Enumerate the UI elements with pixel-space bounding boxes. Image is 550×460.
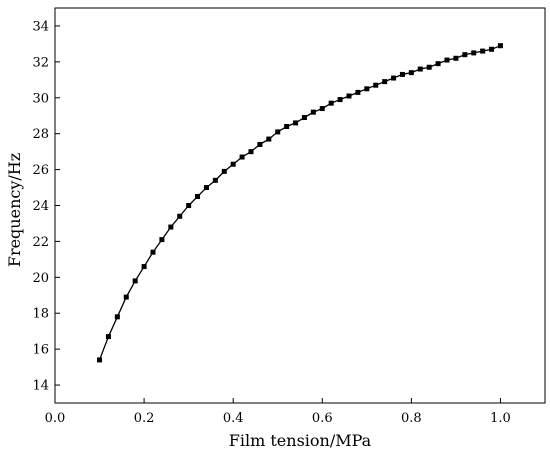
x-axis-label: Film tension/MPa <box>229 431 372 450</box>
x-tick-label: 0.2 <box>134 411 155 426</box>
data-point <box>177 213 183 219</box>
data-point <box>391 75 397 81</box>
plot-frame <box>54 7 546 404</box>
data-point <box>230 161 236 167</box>
data-point <box>132 278 138 284</box>
data-point <box>453 55 459 61</box>
x-tick-label: 1.0 <box>490 411 511 426</box>
data-point <box>105 334 111 340</box>
data-point <box>435 61 441 67</box>
data-point <box>417 66 423 72</box>
data-point <box>239 154 245 160</box>
data-point <box>221 168 227 174</box>
y-tick-label: 26 <box>32 163 49 178</box>
data-point <box>346 93 352 99</box>
data-point <box>471 50 477 56</box>
x-tick-label: 0.8 <box>401 411 422 426</box>
data-point <box>497 43 503 49</box>
y-tick-label: 20 <box>32 271 49 286</box>
data-point <box>248 149 254 155</box>
data-point <box>275 129 281 135</box>
y-tick-label: 24 <box>32 199 49 214</box>
data-point <box>328 100 334 106</box>
data-point <box>301 115 307 121</box>
data-point <box>123 294 129 300</box>
data-point <box>284 124 290 129</box>
data-point <box>150 249 156 255</box>
y-tick-label: 16 <box>32 343 49 358</box>
data-point <box>480 48 486 54</box>
data-point <box>310 109 316 115</box>
data-point <box>293 120 299 126</box>
data-point <box>159 237 165 243</box>
y-tick-label: 30 <box>32 91 49 106</box>
y-tick-label: 28 <box>32 127 49 142</box>
data-point <box>141 264 147 270</box>
y-tick-label: 34 <box>32 19 49 34</box>
y-tick-label: 22 <box>32 235 49 250</box>
data-point <box>266 136 272 142</box>
x-tick-label: 0.4 <box>223 411 244 426</box>
x-tick-label: 0.0 <box>45 411 66 426</box>
data-point <box>489 46 495 52</box>
data-point <box>97 357 103 363</box>
y-tick-label: 18 <box>32 307 49 322</box>
data-point <box>114 314 120 320</box>
data-point <box>373 82 379 88</box>
data-point <box>195 194 201 200</box>
data-point <box>337 97 343 103</box>
x-tick-label: 0.6 <box>312 411 333 426</box>
data-point <box>444 57 450 63</box>
data-point <box>168 224 174 230</box>
y-axis-label: Frequency/Hz <box>5 153 24 267</box>
y-tick-label: 14 <box>32 379 49 394</box>
data-point <box>399 71 405 77</box>
data-point <box>364 86 370 92</box>
y-tick-label: 32 <box>32 55 49 70</box>
series-line <box>98 45 501 361</box>
data-point <box>186 203 192 208</box>
data-point <box>203 185 209 191</box>
data-point <box>408 70 414 76</box>
data-point <box>382 79 388 85</box>
data-point <box>355 89 361 95</box>
data-point <box>319 106 325 112</box>
data-point <box>257 141 263 147</box>
data-point <box>426 64 432 70</box>
data-point <box>462 52 468 58</box>
data-point <box>212 177 218 183</box>
